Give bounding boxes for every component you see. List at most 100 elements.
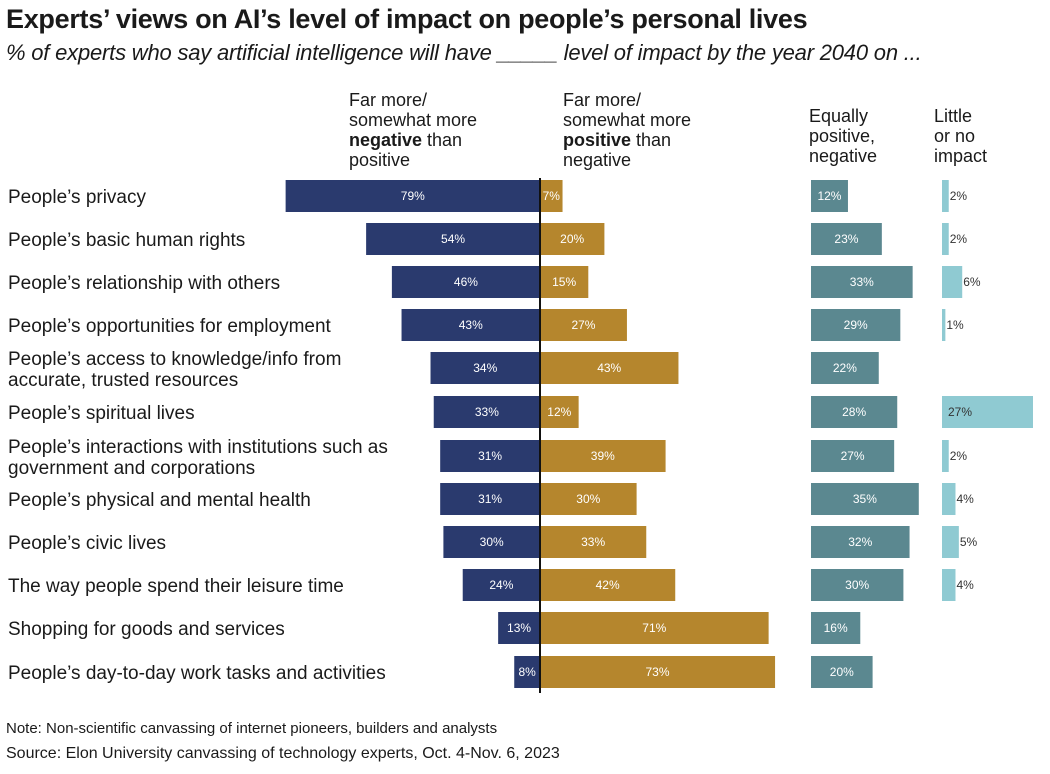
bar-positive [540,569,676,601]
bar-negative [433,396,540,428]
value-label-positive: 42% [596,578,620,592]
bar-positive [540,223,605,255]
bar-negative [401,309,540,341]
value-label-equal: 32% [848,535,872,549]
bar-equal [811,352,879,384]
value-label-negative: 79% [401,189,425,203]
value-label-equal: 20% [830,665,854,679]
value-label-little: 6% [963,275,981,289]
bar-equal [811,656,873,688]
bar-positive [540,612,769,644]
value-label-positive: 27% [571,318,595,332]
bar-equal [811,223,882,255]
value-label-negative: 54% [441,232,465,246]
row-label: People’s opportunities for employment [8,316,332,337]
bar-little [942,440,949,472]
bar-positive [540,526,647,558]
column-header-little: Little or no impact [934,106,988,166]
value-label-negative: 31% [478,492,502,506]
value-label-positive: 73% [646,665,670,679]
bar-positive [540,656,776,688]
value-label-equal: 22% [833,361,857,375]
value-label-little: 1% [946,318,964,332]
bar-little [942,483,956,515]
value-label-positive: 7% [543,189,561,203]
bar-equal [811,569,904,601]
bar-negative [462,569,540,601]
bar-positive [540,396,579,428]
value-label-little: 2% [950,449,968,463]
bar-equal [811,266,913,298]
bar-positive [540,483,637,515]
bar-positive [540,309,627,341]
value-label-equal: 29% [844,318,868,332]
chart-subtitle: % of experts who say artificial intellig… [6,40,922,65]
chart-source: Source: Elon University canvassing of te… [6,745,560,762]
value-label-little: 5% [960,535,978,549]
bar-little [942,223,949,255]
value-label-negative: 13% [507,621,531,635]
bar-little [942,309,946,341]
value-label-little: 2% [950,189,968,203]
value-label-equal: 23% [834,232,858,246]
row-label: People’s basic human rights [8,230,245,251]
bar-little [942,569,956,601]
value-label-negative: 30% [480,535,504,549]
bar-negative [440,440,540,472]
column-header-equal: Equally positive, negative [809,106,878,166]
bar-positive [540,266,589,298]
bar-equal [811,309,901,341]
row-label: government and corporations [8,458,255,479]
bar-negative [443,526,540,558]
value-label-negative: 24% [489,578,513,592]
value-label-positive: 20% [560,232,584,246]
value-label-positive: 12% [547,405,571,419]
value-label-little: 4% [956,578,974,592]
chart-title: Experts’ views on AI’s level of impact o… [6,4,808,34]
value-label-equal: 35% [853,492,877,506]
row-label: accurate, trusted resources [8,370,238,391]
value-label-little: 4% [956,492,974,506]
value-label-negative: 8% [518,665,536,679]
bar-negative [440,483,540,515]
bar-equal [811,440,895,472]
bar-equal [811,526,910,558]
bar-positive [540,180,563,212]
value-label-equal: 30% [845,578,869,592]
value-label-positive: 71% [642,621,666,635]
bar-positive [540,352,679,384]
value-label-equal: 16% [824,621,848,635]
chart-note: Note: Non-scientific canvassing of inter… [6,720,498,737]
value-label-little: 27% [948,405,972,419]
row-label: People’s interactions with institutions … [8,437,388,458]
bar-negative [514,656,540,688]
column-header-negative: Far more/ somewhat more negative than po… [349,90,478,170]
value-label-negative: 31% [478,449,502,463]
column-header-positive: Far more/ somewhat more positive than ne… [563,90,692,170]
value-label-negative: 46% [454,275,478,289]
bar-little [942,266,963,298]
value-label-negative: 34% [473,361,497,375]
bar-negative [391,266,540,298]
row-label: People’s physical and mental health [8,490,311,511]
row-label: People’s civic lives [8,533,166,554]
bar-negative [285,180,540,212]
row-label: The way people spend their leisure time [8,576,344,597]
bar-little [942,180,949,212]
bar-little [942,526,959,558]
bar-positive [540,440,666,472]
row-label: People’s spiritual lives [8,403,195,424]
value-label-positive: 33% [581,535,605,549]
bar-negative [366,223,540,255]
value-label-positive: 15% [552,275,576,289]
value-label-negative: 33% [475,405,499,419]
bar-negative [430,352,540,384]
value-label-equal: 27% [841,449,865,463]
value-label-equal: 12% [817,189,841,203]
value-label-little: 2% [950,232,968,246]
value-label-positive: 30% [576,492,600,506]
bar-equal [811,612,861,644]
bar-equal [811,396,898,428]
row-label: People’s access to knowledge/info from [8,349,341,370]
